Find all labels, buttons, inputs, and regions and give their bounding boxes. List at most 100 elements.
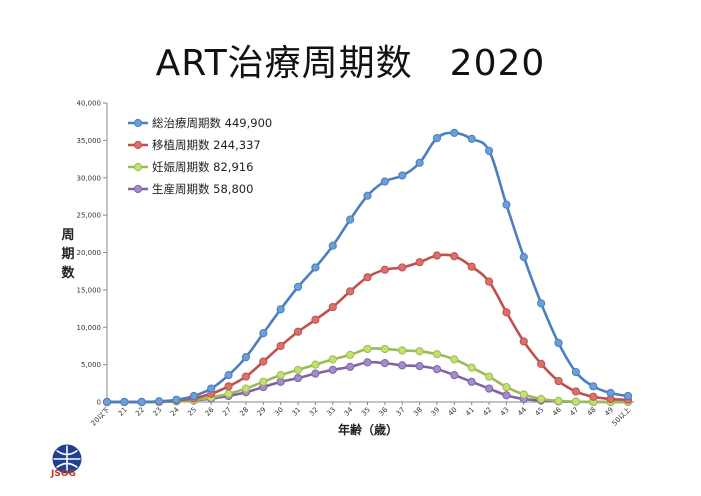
data-point <box>467 363 476 372</box>
data-point <box>293 327 303 336</box>
data-point <box>519 337 528 346</box>
x-tick-label: 36 <box>377 405 389 417</box>
x-tick-label: 47 <box>568 406 580 418</box>
data-point <box>450 128 459 137</box>
data-point <box>311 315 320 324</box>
legend-swatch-marker <box>133 118 143 128</box>
data-point <box>293 365 303 374</box>
data-point <box>259 329 268 338</box>
x-tick-label: 37 <box>395 406 407 418</box>
legend-swatch-marker <box>133 184 143 194</box>
x-tick-label: 21 <box>117 406 129 418</box>
data-point <box>519 252 528 262</box>
data-point <box>276 305 285 314</box>
data-point <box>432 350 442 359</box>
data-point <box>346 287 355 296</box>
data-point <box>502 200 511 209</box>
series-line <box>107 347 629 404</box>
x-tick-label: 33 <box>325 406 337 418</box>
x-tick-label: 28 <box>238 406 250 418</box>
data-point <box>346 350 355 360</box>
data-point <box>311 369 320 378</box>
series-line <box>107 360 629 404</box>
data-point <box>415 258 424 267</box>
x-tick-label: 40 <box>447 406 459 418</box>
data-point <box>137 397 146 407</box>
data-point <box>589 382 598 391</box>
data-point <box>224 389 233 398</box>
data-point <box>398 263 407 272</box>
data-point <box>241 372 251 381</box>
data-point <box>537 299 546 308</box>
data-point <box>363 358 372 367</box>
data-point <box>207 384 216 393</box>
y-tick-label: 0 <box>97 399 101 407</box>
x-tick-label: 41 <box>464 406 476 418</box>
data-point <box>467 377 476 386</box>
y-tick-label: 10,000 <box>77 324 102 332</box>
x-tick-label: 50以上 <box>610 405 633 428</box>
data-point <box>380 265 389 274</box>
data-point <box>623 391 633 401</box>
data-point <box>241 384 251 393</box>
data-point <box>311 360 320 369</box>
data-point <box>293 282 303 291</box>
legend-swatch-marker <box>133 162 143 172</box>
x-tick-label: 34 <box>343 405 355 417</box>
x-tick-label: 30 <box>273 406 285 418</box>
data-point <box>537 359 546 368</box>
data-point <box>519 390 528 399</box>
data-point <box>502 308 511 317</box>
data-point <box>293 373 303 383</box>
x-tick-label: 45 <box>534 406 546 418</box>
x-tick-label: 27 <box>221 406 233 418</box>
data-point <box>259 357 268 366</box>
legend-label: 移植周期数 244,337 <box>152 138 261 152</box>
data-point <box>484 277 494 286</box>
data-point <box>363 344 372 354</box>
x-tick-label: 20以下 <box>90 406 112 428</box>
data-point <box>502 391 511 400</box>
data-point <box>259 377 268 386</box>
slide-title: ART治療周期数 2020 <box>155 43 546 84</box>
data-point <box>432 365 442 374</box>
data-point <box>311 263 320 272</box>
data-point <box>554 396 563 405</box>
data-point <box>554 338 563 348</box>
x-tick-label: 32 <box>308 406 320 418</box>
x-tick-label: 31 <box>290 406 302 418</box>
legend-label: 総治療周期数 449,900 <box>152 116 272 130</box>
data-point <box>554 376 563 386</box>
data-point <box>363 191 372 200</box>
legend-label: 生産周期数 58,800 <box>152 182 253 196</box>
data-point <box>467 262 476 271</box>
x-tick-label: 39 <box>429 406 441 418</box>
x-tick-label: 22 <box>134 406 146 418</box>
data-point <box>571 387 581 396</box>
data-point <box>120 397 129 407</box>
y-tick-label: 15,000 <box>77 286 102 294</box>
data-point <box>415 347 424 356</box>
data-point <box>224 382 233 391</box>
data-point <box>484 146 494 155</box>
y-axis-label: 数 <box>61 265 75 281</box>
x-tick-label: 42 <box>482 406 494 418</box>
data-point <box>450 355 459 364</box>
data-point <box>571 368 581 377</box>
data-point <box>432 134 442 143</box>
x-tick-label: 24 <box>169 405 181 417</box>
data-point <box>276 370 285 380</box>
x-tick-label: 23 <box>152 406 164 418</box>
data-point <box>415 362 424 371</box>
y-axis-label: 周 <box>61 228 74 243</box>
data-point <box>346 215 355 224</box>
x-tick-label: 38 <box>412 406 424 418</box>
legend-swatch-marker <box>133 140 143 150</box>
y-tick-label: 25,000 <box>77 212 102 220</box>
y-tick-label: 35,000 <box>77 137 102 145</box>
y-axis-label: 期 <box>61 247 74 262</box>
x-tick-label: 46 <box>551 405 563 417</box>
data-point <box>172 395 181 404</box>
data-point <box>380 177 389 186</box>
x-tick-label: 35 <box>360 406 372 418</box>
